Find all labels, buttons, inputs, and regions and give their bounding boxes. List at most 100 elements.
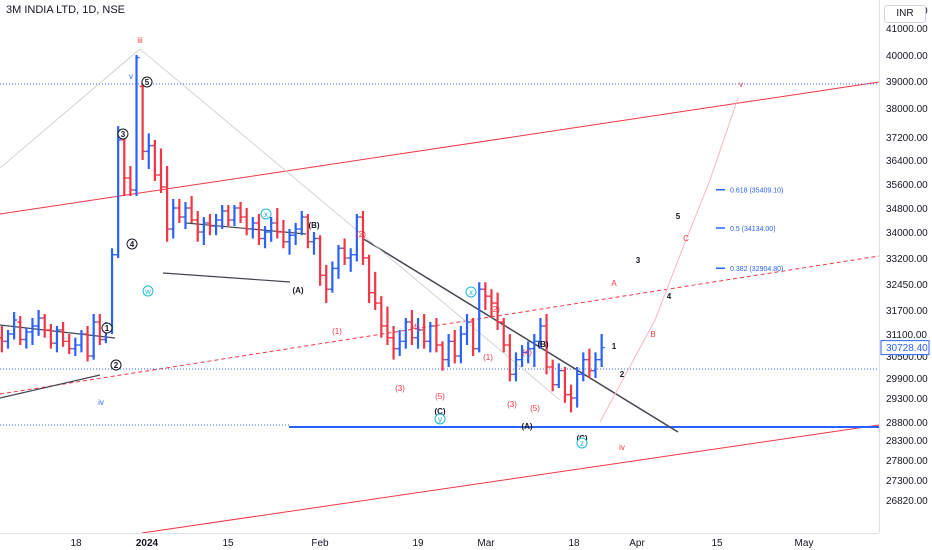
price-tick-label: 27300.00	[886, 476, 928, 487]
time-tick-label: 18	[70, 538, 82, 549]
ohlc-bar	[506, 334, 513, 382]
ohlc-bar	[292, 223, 299, 245]
wave-label-text: (4)	[410, 323, 420, 332]
time-tick-label: Mar	[477, 538, 495, 549]
ohlc-bar	[53, 326, 60, 353]
currency-button[interactable]: INR	[884, 5, 926, 23]
ohlc-bar	[402, 318, 409, 349]
wave-label: w	[142, 285, 154, 297]
wave-labels: iii v 5 3 4 w 1 2 iv x (B) (A) (2) (1) (4) (3) (5) (C)y x (…	[98, 36, 743, 452]
triangle-lower-line	[0, 374, 101, 399]
wave-label: 3	[117, 128, 129, 140]
ohlc-bar	[5, 330, 11, 349]
ohlc-bar	[470, 318, 477, 356]
wave-label-text: (1)	[483, 353, 493, 362]
time-tick-label: May	[795, 538, 814, 549]
wave-label: iv	[98, 398, 104, 407]
time-axis[interactable]: 18 2024 15 Feb 19 Mar 18 Apr 15 May	[70, 538, 813, 549]
wave-label-text: 3	[636, 256, 641, 265]
ohlc-bar	[298, 211, 305, 236]
fib-label: 0.618 (35409.10)	[730, 188, 783, 195]
time-tick-label: 19	[412, 538, 424, 549]
ohlc-bar	[170, 199, 177, 239]
wave-label: (4)	[410, 323, 420, 332]
wave-label: iii	[137, 36, 143, 45]
flag-lower-line	[162, 272, 291, 283]
price-tick-label: 33200.00	[886, 254, 928, 265]
fib-level: 0.5 (34134.00)	[716, 226, 776, 233]
price-tick-label: 35600.00	[886, 180, 928, 191]
wave-label-ring	[101, 322, 113, 334]
price-tick-label: 40000.00	[886, 51, 928, 62]
ohlc-bar	[519, 345, 526, 367]
wave-label: (1)	[332, 327, 342, 336]
price-tick-label: 26820.00	[886, 496, 928, 507]
wave-label-ring	[260, 208, 272, 220]
last-price-box	[880, 340, 930, 356]
wave-label: (B)	[308, 221, 319, 230]
wave-label: 2	[110, 359, 122, 371]
wave-label-text: C	[683, 234, 689, 243]
time-tick-label: 15	[711, 538, 723, 549]
ohlc-bar	[574, 367, 581, 408]
ohlc-bar	[335, 245, 342, 279]
wave-label-text: 2	[114, 361, 119, 370]
ohlc-bar	[194, 211, 201, 242]
ohlc-bar	[427, 322, 434, 353]
ohlc-bar	[433, 318, 440, 353]
chart-title: 3M INDIA LTD, 1D, NSE	[6, 4, 125, 16]
ohlc-bar	[537, 318, 544, 349]
price-tick-label: 29900.00	[886, 374, 928, 385]
wave-label: x	[465, 286, 477, 298]
ohlc-bar	[145, 133, 152, 169]
wave-label-text: (2)	[356, 230, 366, 239]
wave-label: B	[650, 330, 655, 339]
wave-label-text: (2)	[490, 305, 500, 314]
ohlc-bar	[60, 322, 67, 347]
wave-label-ring	[576, 437, 588, 449]
wave-label: 3	[636, 256, 641, 265]
ohlc-bar	[96, 314, 103, 345]
ohlc-bar	[35, 310, 42, 336]
wave-label: (2)	[356, 230, 366, 239]
price-tick-label: 37200.00	[886, 133, 928, 144]
wave-label: 4	[667, 292, 672, 301]
ohlc-bar	[366, 254, 373, 304]
ohlc-bar	[561, 367, 568, 403]
time-tick-label: 15	[222, 538, 234, 549]
ohlc-bar	[353, 214, 360, 262]
wave-label-text: x	[469, 288, 473, 297]
ohlc-bar	[525, 341, 532, 364]
ohlc-bar	[549, 359, 556, 392]
ohlc-bar	[200, 217, 207, 245]
wave-label: (5)	[530, 404, 540, 413]
ohlc-bar	[568, 384, 575, 413]
ohlc-bar	[268, 217, 275, 242]
price-tick-label: 31100.00	[886, 330, 927, 341]
wave-label-text: 1	[612, 342, 617, 351]
wave-label: y	[434, 413, 446, 425]
price-axis[interactable]: 42000.0041000.0040000.0039000.0038000.00…	[886, 6, 928, 507]
ohlc-bar	[396, 330, 403, 356]
ohlc-bar	[274, 208, 281, 239]
wave-label-text: x	[264, 210, 268, 219]
ohlc-bar	[586, 348, 593, 378]
wave-label-text: (C)	[434, 407, 445, 416]
ohlc-bar	[445, 334, 452, 367]
wave-label: 5	[676, 212, 681, 221]
ohlc-bar	[543, 314, 550, 375]
wave-label-text: (4)	[522, 348, 532, 357]
ohlc-bar	[323, 264, 330, 304]
ohlc-bar	[488, 289, 495, 318]
wave-label: 1	[101, 322, 113, 334]
time-tick-label: Apr	[629, 538, 645, 549]
wave-label-text: 3	[121, 130, 126, 139]
ohlc-bar	[280, 220, 287, 249]
last-price-marker: 30728.40	[880, 340, 930, 356]
ohlc-bar	[225, 205, 232, 226]
price-tick-label: 38000.00	[886, 104, 928, 115]
ohlc-bar	[451, 330, 458, 364]
ohlc-bar	[23, 328, 30, 349]
ohlc-bar	[237, 202, 244, 223]
